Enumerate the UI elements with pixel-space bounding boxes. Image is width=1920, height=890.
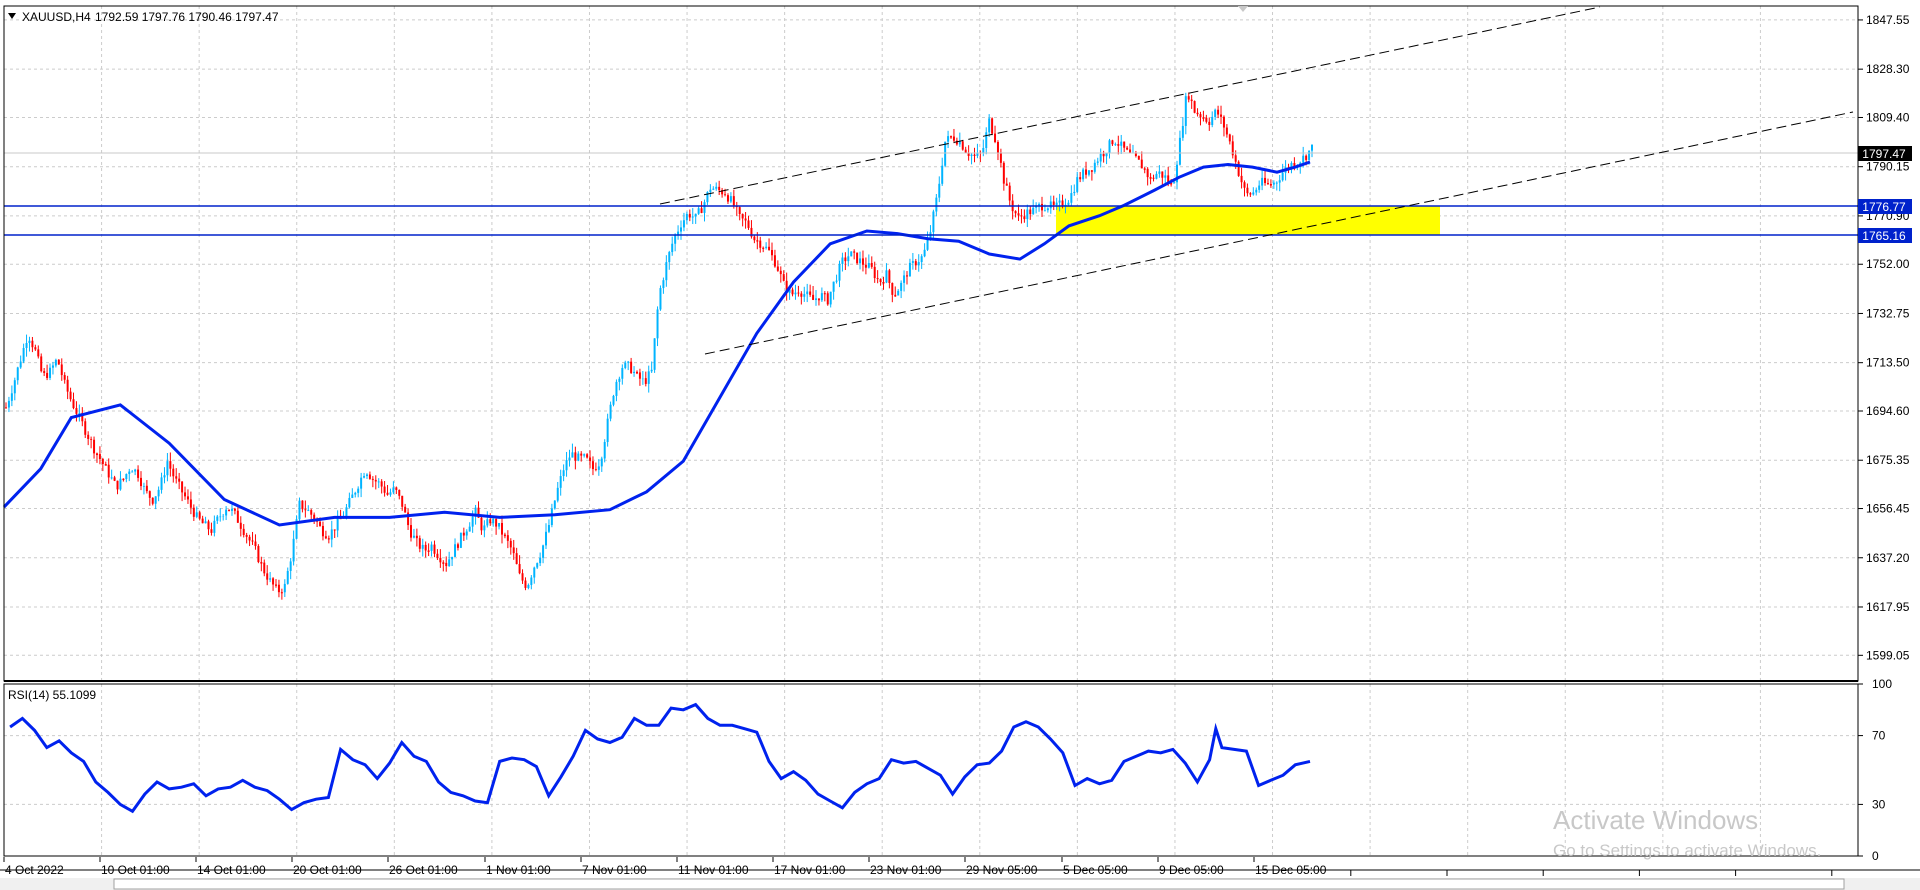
- moving-average-line: [2, 160, 1311, 527]
- price-tick-label: 1599.05: [1866, 648, 1910, 662]
- price-tick-label: 1828.30: [1866, 62, 1910, 76]
- ohlc-label: 1792.59 1797.76 1790.46 1797.47: [95, 10, 279, 24]
- dropdown-arrow-icon[interactable]: [8, 13, 16, 19]
- time-tick-label: 15 Dec 05:00: [1255, 863, 1327, 877]
- candlestick-series: [5, 92, 1313, 600]
- shift-marker-icon[interactable]: [1238, 6, 1248, 12]
- rsi-tick-label: 70: [1872, 729, 1886, 743]
- price-tick-label: 1713.50: [1866, 356, 1910, 370]
- level-tag-upper: [1858, 199, 1912, 214]
- rsi-indicator-label: RSI(14) 55.1099: [8, 688, 96, 702]
- current-price-tag-text: 1797.47: [1862, 147, 1906, 161]
- highlight-zone: [1056, 206, 1440, 235]
- price-tick-label: 1732.75: [1866, 306, 1910, 320]
- main-grid: [4, 6, 1858, 681]
- watermark-title: Activate Windows: [1553, 805, 1758, 835]
- price-tick-label: 1809.40: [1866, 110, 1910, 124]
- time-axis[interactable]: 4 Oct 2022 10 Oct 01:00 14 Oct 01:00 20 Oct…: [3, 857, 1833, 877]
- time-tick-label: 9 Dec 05:00: [1159, 863, 1224, 877]
- symbol-label: XAUUSD,H4: [22, 10, 91, 24]
- trend-line-lower[interactable]: [704, 111, 1854, 355]
- level-tag-upper-text: 1776.77: [1862, 200, 1906, 214]
- price-tick-label: 1790.15: [1866, 160, 1910, 174]
- time-tick-label: 4 Oct 2022: [5, 863, 64, 877]
- rsi-tick-label: 100: [1872, 677, 1892, 691]
- rsi-tick-label: 0: [1872, 849, 1879, 863]
- level-tag-lower-text: 1765.16: [1862, 229, 1906, 243]
- time-tick-label: 29 Nov 05:00: [966, 863, 1038, 877]
- rsi-line: [9, 702, 1311, 814]
- time-tick-label: 20 Oct 01:00: [293, 863, 362, 877]
- chart-frame: [3, 5, 1859, 682]
- time-tick-label: 10 Oct 01:00: [101, 863, 170, 877]
- time-tick-label: 1 Nov 01:00: [486, 863, 551, 877]
- price-tick-label: 1617.95: [1866, 600, 1910, 614]
- price-tick-label: 1675.35: [1866, 453, 1910, 467]
- scrollbar-thumb[interactable]: [113, 878, 1845, 890]
- rsi-grid: [4, 684, 1858, 856]
- price-tick-label: 1656.45: [1866, 502, 1910, 516]
- rsi-axis: 100 70 30 0: [1858, 677, 1892, 863]
- price-axis[interactable]: 1847.551828.301809.401790.151770.901752.…: [1858, 13, 1910, 662]
- price-tick-label: 1637.20: [1866, 551, 1910, 565]
- trend-line-upper[interactable]: [659, 6, 1601, 205]
- time-tick-label: 14 Oct 01:00: [197, 863, 266, 877]
- time-tick-label: 26 Oct 01:00: [389, 863, 458, 877]
- price-tick-label: 1694.60: [1866, 404, 1910, 418]
- time-tick-label: 5 Dec 05:00: [1063, 863, 1128, 877]
- price-tick-label: 1847.55: [1866, 13, 1910, 27]
- time-tick-label: 23 Nov 01:00: [870, 863, 942, 877]
- rsi-frame: [3, 683, 1859, 857]
- time-tick-label: 11 Nov 01:00: [678, 863, 749, 877]
- current-price-tag: [1858, 146, 1912, 161]
- level-tag-lower: [1858, 228, 1912, 243]
- watermark-subtitle: Go to Settings to activate Windows.: [1553, 841, 1821, 860]
- rsi-tick-label: 30: [1872, 797, 1886, 811]
- time-tick-label: 17 Nov 01:00: [774, 863, 846, 877]
- time-tick-label: 7 Nov 01:00: [582, 863, 647, 877]
- price-tick-label: 1752.00: [1866, 257, 1910, 271]
